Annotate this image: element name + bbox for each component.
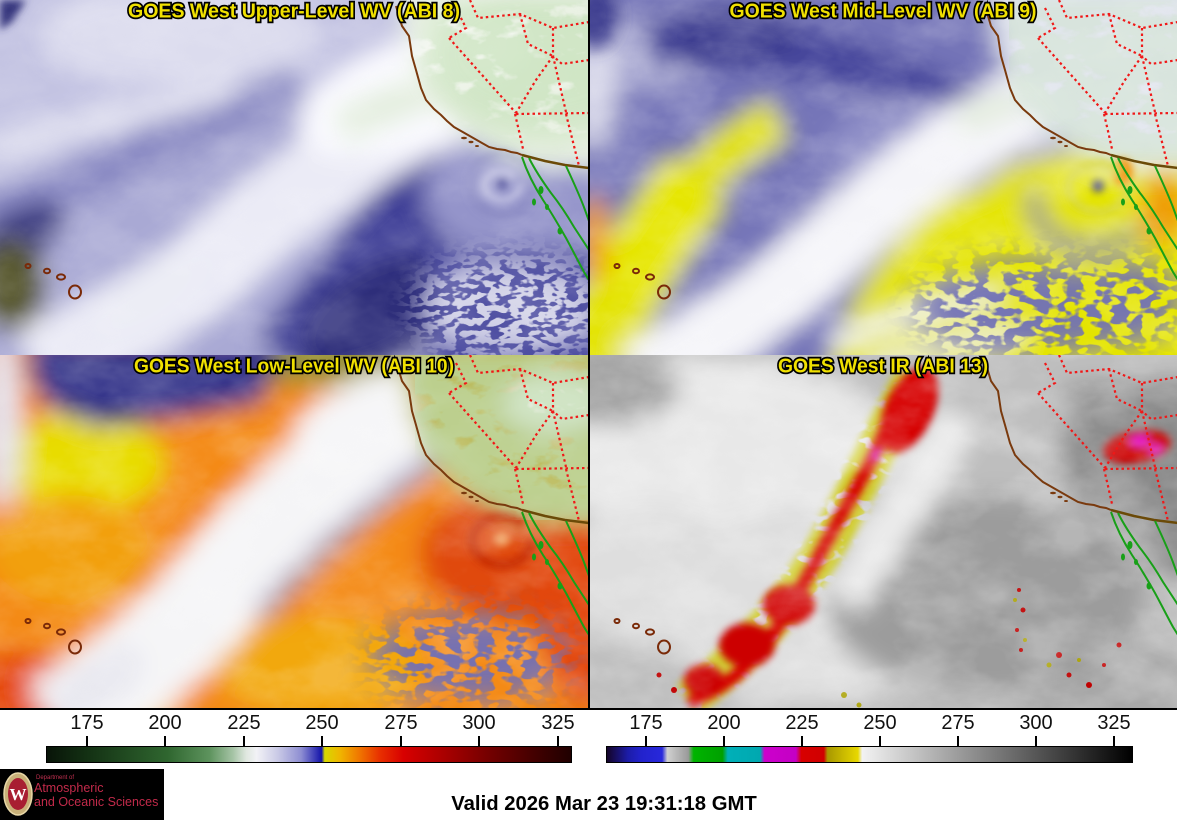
svg-text:GOES West IR (ABI 13): GOES West IR (ABI 13) [778, 356, 988, 378]
svg-text:and Oceanic Sciences: and Oceanic Sciences [34, 795, 158, 809]
svg-text:GOES West Low-Level WV (ABI 10: GOES West Low-Level WV (ABI 10) [134, 356, 454, 378]
svg-text:GOES West Upper-Level WV (ABI: GOES West Upper-Level WV (ABI 8) [128, 1, 460, 23]
svg-text:GOES West Mid-Level WV (ABI 9): GOES West Mid-Level WV (ABI 9) [730, 1, 1037, 23]
svg-text:Department of: Department of [36, 775, 74, 781]
svg-text:W: W [10, 785, 27, 804]
svg-text:Atmospheric: Atmospheric [34, 781, 103, 795]
